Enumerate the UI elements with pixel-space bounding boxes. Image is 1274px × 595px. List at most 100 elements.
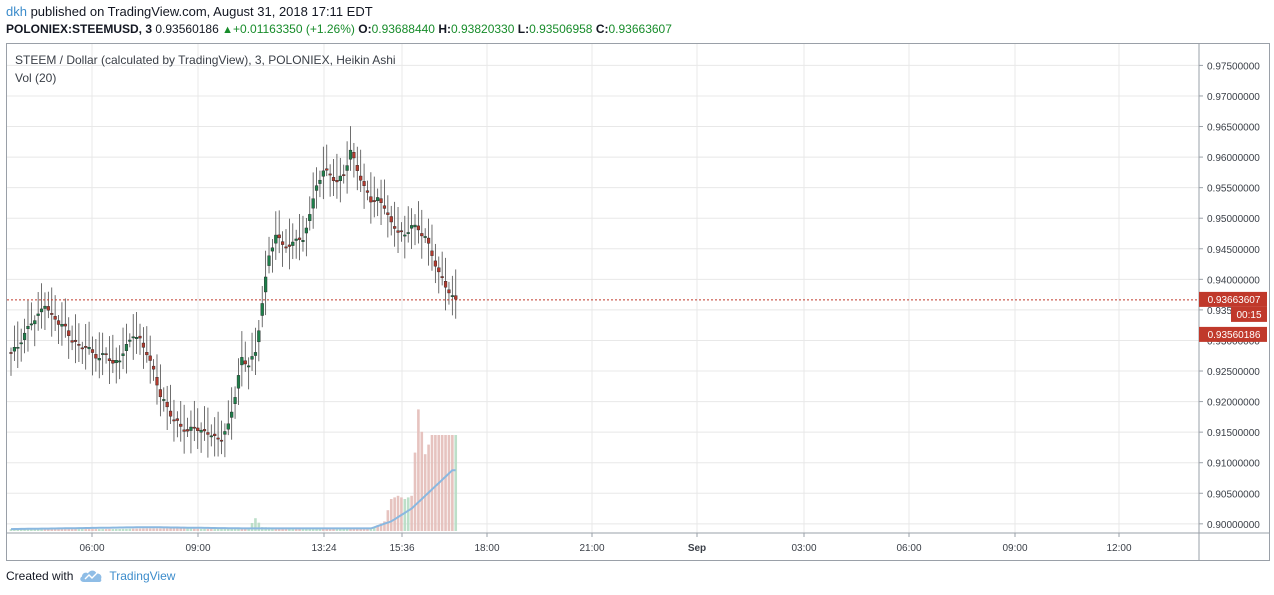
volume-bar: [291, 527, 295, 531]
footer: Created with TradingView: [6, 569, 175, 583]
volume-bar: [30, 529, 33, 531]
candle-body: [131, 336, 135, 339]
candle-body: [104, 353, 108, 356]
volume-bar: [226, 528, 230, 531]
candle-body: [413, 224, 417, 228]
volume-bar: [125, 528, 128, 531]
volume-bar: [325, 528, 329, 531]
candle-body: [97, 358, 101, 361]
volume-bar: [393, 497, 396, 531]
price-axis-label: 0.95500000: [1207, 184, 1260, 195]
candle-body: [430, 250, 434, 256]
candle-body: [151, 365, 156, 370]
candle-body: [396, 230, 400, 233]
candle-body: [260, 303, 264, 316]
volume-bar: [84, 529, 87, 531]
time-axis-label: 18:00: [474, 543, 499, 554]
chart-frame[interactable]: [6, 43, 1270, 561]
high-value: 0.93820330: [451, 22, 515, 36]
candle-body: [253, 352, 258, 356]
candle-body: [77, 344, 81, 346]
candle-body: [250, 356, 254, 360]
candle-body: [26, 326, 30, 330]
candle-body: [399, 230, 404, 233]
volume-legend[interactable]: Vol (20): [15, 71, 57, 85]
candle-body: [257, 330, 261, 343]
price-axis-label: 0.96000000: [1207, 153, 1260, 164]
price-axis-label: 0.93000000: [1207, 336, 1260, 347]
candle-body: [348, 149, 353, 160]
time-axis-label: 21:00: [579, 543, 604, 554]
last-price-box: [1199, 291, 1267, 307]
up-arrow-icon: ▲: [222, 24, 234, 36]
volume-bar: [454, 435, 458, 531]
volume-bar: [301, 528, 305, 531]
candle-body: [386, 212, 390, 215]
volume-bar: [349, 528, 352, 531]
low-label: L:: [517, 22, 530, 36]
volume-bar: [36, 529, 40, 531]
tradingview-link[interactable]: TradingView: [109, 569, 176, 583]
price-axis-label: 0.91000000: [1207, 459, 1260, 470]
volume-bar: [53, 529, 57, 531]
candle-body: [440, 276, 444, 278]
volume-bar: [74, 529, 77, 531]
candle-body: [50, 313, 54, 315]
volume-bar: [237, 528, 240, 531]
volume-bar: [406, 497, 410, 531]
price-axis-label: 0.92500000: [1207, 367, 1260, 378]
candle-body: [379, 198, 383, 203]
volume-bar: [97, 529, 101, 531]
volume-bar: [430, 435, 434, 531]
volume-bar: [159, 528, 162, 531]
author-link[interactable]: dkh: [6, 4, 27, 19]
volume-bar: [257, 522, 261, 531]
candle-body: [281, 241, 285, 245]
countdown-label: 00:15: [1236, 310, 1261, 321]
volume-bar: [23, 529, 26, 531]
candle-body: [155, 377, 159, 386]
candle-body: [39, 308, 44, 313]
volume-bar: [206, 528, 210, 531]
volume-bar: [172, 528, 176, 531]
candle-body: [274, 234, 278, 244]
candle-body: [80, 347, 84, 350]
volume-bar: [254, 518, 257, 531]
volume-bar: [108, 529, 111, 531]
volume-bar: [339, 528, 342, 531]
high-label: H:: [438, 22, 451, 36]
volume-bar: [369, 529, 373, 531]
volume-bar: [342, 528, 346, 531]
candle-body: [196, 427, 200, 431]
candle-body: [9, 352, 13, 354]
candle-body: [226, 423, 230, 430]
close-label: C:: [595, 22, 609, 36]
candle-body: [321, 170, 325, 177]
volume-bar: [60, 529, 64, 531]
volume-bar: [148, 528, 152, 531]
volume-bar: [451, 435, 454, 531]
candle-body: [372, 200, 376, 202]
candle-body: [416, 225, 420, 231]
volume-bar: [176, 528, 179, 531]
time-axis-label: 09:00: [1002, 543, 1027, 554]
candle-body: [376, 197, 380, 202]
volume-bar: [294, 528, 298, 531]
series-legend-title[interactable]: STEEM / Dollar (calculated by TradingVie…: [15, 53, 396, 67]
price-axis-label: 0.92000000: [1207, 398, 1260, 409]
volume-bar: [203, 528, 206, 531]
volume-bar: [179, 528, 183, 531]
volume-bar: [318, 528, 322, 531]
candle-body: [304, 227, 308, 234]
candle-body: [318, 179, 322, 184]
volume-bar: [305, 528, 308, 531]
price-change: +0.01163350 (+1.26%): [233, 22, 355, 36]
candle-body: [213, 433, 217, 437]
candle-body: [185, 429, 190, 432]
volume-bar: [420, 431, 424, 531]
volume-bar: [87, 529, 91, 531]
candle-body: [393, 226, 397, 229]
volume-bar: [169, 528, 172, 531]
volume-bar: [114, 529, 118, 531]
